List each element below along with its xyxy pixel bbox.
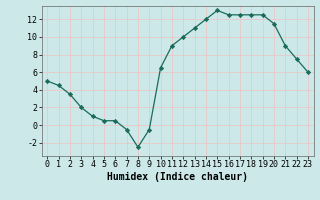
X-axis label: Humidex (Indice chaleur): Humidex (Indice chaleur) bbox=[107, 172, 248, 182]
